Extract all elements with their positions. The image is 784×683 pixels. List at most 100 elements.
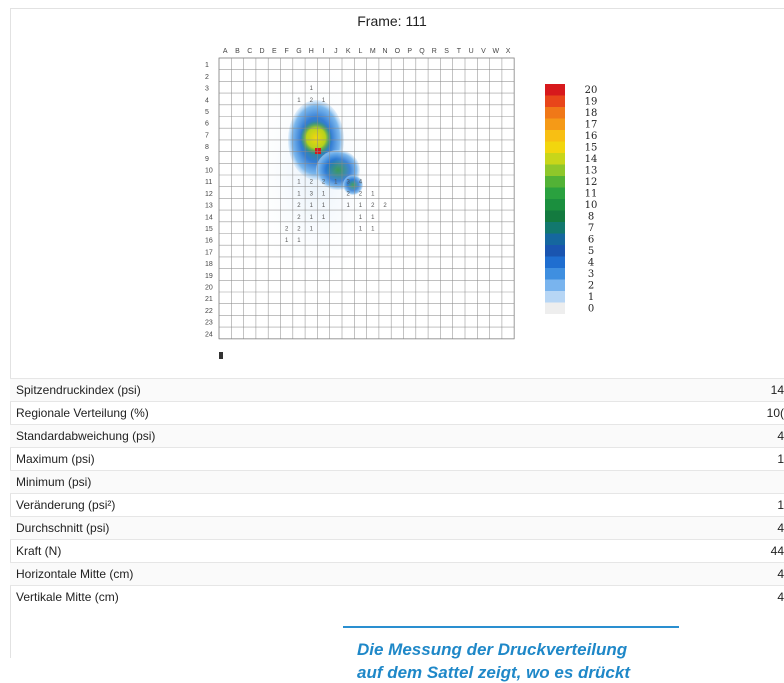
stat-row: Maximum (psi) 1 xyxy=(10,447,784,470)
legend-label: 0 xyxy=(588,304,594,315)
column-label: Q xyxy=(419,48,425,55)
stat-row: Regionale Verteilung (%) 10( xyxy=(10,401,784,424)
column-label: I xyxy=(323,48,325,55)
legend-label: 1 xyxy=(588,292,594,303)
legend-swatch xyxy=(545,199,565,211)
legend-label: 14 xyxy=(585,154,598,165)
legend-swatch xyxy=(545,153,565,165)
frame-title: Frame: 111 xyxy=(357,13,427,29)
cell-value: 2 xyxy=(346,191,350,197)
stat-label: Durchschnitt (psi) xyxy=(16,521,110,535)
legend-label: 12 xyxy=(585,177,598,188)
stat-label: Kraft (N) xyxy=(16,544,62,558)
stat-label: Spitzendruckindex (psi) xyxy=(16,383,141,397)
stat-row: Durchschnitt (psi) 4 xyxy=(10,516,784,539)
stat-value: 14 xyxy=(770,383,784,397)
stats-table: Spitzendruckindex (psi) 14 Regionale Verte… xyxy=(10,378,784,608)
row-label: 21 xyxy=(205,296,213,303)
caption-line-1: Die Messung der Druckverteilung xyxy=(357,640,628,659)
cell-value: 2 xyxy=(371,203,375,209)
stat-value: 4 xyxy=(777,429,784,443)
cell-value: 1 xyxy=(322,215,326,221)
cell-value: 1 xyxy=(359,215,363,221)
stat-row: Minimum (psi) xyxy=(10,470,784,493)
cell-value: 1 xyxy=(359,227,363,233)
stat-row: Standardabweichung (psi) 4 xyxy=(10,424,784,447)
cell-value: 1 xyxy=(322,203,326,209)
column-label: W xyxy=(492,48,499,55)
legend-label: 13 xyxy=(585,166,598,177)
column-label: T xyxy=(457,48,462,55)
column-label: P xyxy=(407,48,412,55)
cell-value: 3 xyxy=(310,191,314,197)
legend-swatch xyxy=(545,176,565,188)
stat-label: Minimum (psi) xyxy=(16,475,92,489)
cell-value: 1 xyxy=(310,215,314,221)
cell-values: 1 1 2 1 1 2 2 1 3 4 1 3 1 2 2 1 2 1 1 1 1 2 2 2 1 1 1 1 2 2 1 1 1 1 1 xyxy=(285,86,387,244)
row-label: 7 xyxy=(205,132,209,139)
cell-value: 4 xyxy=(359,180,363,186)
cell-value: 1 xyxy=(297,191,301,197)
cell-value: 2 xyxy=(383,203,387,209)
legend-label: 2 xyxy=(588,281,594,292)
legend-label: 16 xyxy=(585,131,598,142)
row-label: 13 xyxy=(205,203,213,210)
cell-value: 1 xyxy=(371,227,375,233)
column-label: U xyxy=(469,48,474,55)
column-label: O xyxy=(395,48,401,55)
row-label: 12 xyxy=(205,191,213,198)
row-label: 2 xyxy=(205,74,209,81)
legend-label: 4 xyxy=(588,258,594,269)
cell-value: 1 xyxy=(322,191,326,197)
column-label: X xyxy=(506,48,511,55)
legend-label: 18 xyxy=(585,108,598,119)
cell-value: 1 xyxy=(371,191,375,197)
cell-value: 2 xyxy=(310,98,314,104)
column-label: C xyxy=(247,48,252,55)
row-label: 18 xyxy=(205,261,213,268)
row-label: 15 xyxy=(205,226,213,233)
legend-label: 5 xyxy=(588,246,594,257)
stat-label: Veränderung (psi²) xyxy=(16,498,116,512)
column-label: M xyxy=(370,48,376,55)
column-label: S xyxy=(444,48,449,55)
legend-label: 15 xyxy=(585,143,598,154)
stat-value: 4 xyxy=(777,521,784,535)
cell-value: 1 xyxy=(371,215,375,221)
stat-row: Spitzendruckindex (psi) 14 xyxy=(10,378,784,401)
legend-swatch xyxy=(545,130,565,142)
stat-row: Veränderung (psi²) 1 xyxy=(10,493,784,516)
row-label: 16 xyxy=(205,238,213,245)
row-label: 5 xyxy=(205,109,209,116)
cell-value: 2 xyxy=(297,215,301,221)
scroll-marker xyxy=(219,352,223,359)
legend-swatch xyxy=(545,302,565,314)
legend-label: 6 xyxy=(588,235,594,246)
caption-line-2: auf dem Sattel zeigt, wo es drückt xyxy=(357,663,631,682)
cell-value: 1 xyxy=(310,203,314,209)
stat-label: Regionale Verteilung (%) xyxy=(16,406,149,420)
column-label: V xyxy=(481,48,486,55)
column-label: J xyxy=(334,48,338,55)
row-label: 20 xyxy=(205,285,213,292)
cell-value: 1 xyxy=(346,203,350,209)
stat-row: Horizontale Mitte (cm) 4 xyxy=(10,562,784,585)
row-label: 4 xyxy=(205,97,209,104)
stat-value: 4 xyxy=(777,567,784,581)
column-label: D xyxy=(260,48,265,55)
cell-value: 2 xyxy=(285,227,289,233)
cell-value: 2 xyxy=(297,227,301,233)
column-label: E xyxy=(272,48,277,55)
legend-swatch xyxy=(545,279,565,291)
legend-swatch xyxy=(545,187,565,199)
legend-label: 10 xyxy=(585,200,598,211)
stat-value: 4 xyxy=(777,590,784,604)
cell-value: 3 xyxy=(346,180,350,186)
column-label: K xyxy=(346,48,351,55)
legend-swatch xyxy=(545,245,565,257)
stat-label: Horizontale Mitte (cm) xyxy=(16,567,134,581)
row-label: 23 xyxy=(205,320,213,327)
legend-swatch xyxy=(545,291,565,303)
